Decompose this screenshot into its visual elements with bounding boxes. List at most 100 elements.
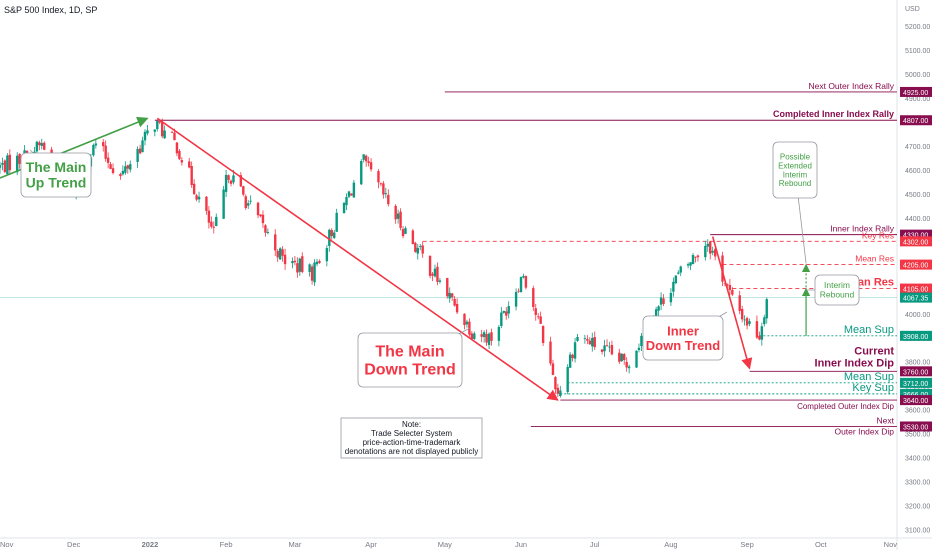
- candle: [551, 359, 555, 376]
- candle-body: [170, 132, 174, 134]
- candle: [207, 206, 211, 229]
- candle: [298, 257, 302, 276]
- candle-body: [141, 140, 144, 153]
- up-trend-callout: The Main Up Trend: [20, 149, 92, 198]
- candle: [586, 335, 589, 345]
- candle-body: [416, 247, 419, 254]
- candle: [399, 208, 402, 231]
- candle-body: [731, 290, 734, 295]
- down-trend-callout-box: [357, 332, 463, 388]
- candle-body: [379, 183, 383, 185]
- candle: [350, 193, 353, 196]
- candle: [576, 333, 579, 342]
- candle-body: [158, 121, 161, 123]
- x-tick-label: Feb: [220, 540, 233, 549]
- candle: [102, 138, 105, 152]
- price-axis: USD 3100.00 3200.00 3300.00 3400.00 3500.00 36…: [900, 6, 932, 535]
- candle-body: [556, 387, 560, 394]
- candle: [416, 243, 419, 260]
- candle: [743, 315, 746, 326]
- price-tag-bg: [900, 330, 932, 341]
- price-tag-label: 4807.00: [903, 118, 928, 125]
- candle-body: [726, 284, 729, 286]
- annotations: Current Inner Index Dip The Main Up Trend Th…: [20, 141, 894, 459]
- candle: [229, 179, 233, 187]
- candle: [396, 209, 400, 224]
- candle: [591, 332, 594, 352]
- candle: [497, 325, 501, 347]
- symbol-title: S&P 500 Index, 1D, SP: [4, 5, 97, 15]
- candle-body: [328, 229, 331, 246]
- candle: [709, 240, 712, 260]
- candle: [247, 200, 250, 209]
- candle-body: [605, 344, 609, 346]
- candle-body: [352, 182, 356, 198]
- candle: [537, 313, 540, 320]
- candle-body: [480, 334, 483, 337]
- candle: [379, 182, 383, 187]
- candle: [763, 314, 766, 327]
- candle: [411, 228, 415, 245]
- candle: [610, 340, 614, 356]
- candle-body: [195, 195, 198, 200]
- candle: [274, 229, 277, 256]
- candle-body: [16, 155, 19, 173]
- candle-body: [539, 316, 542, 324]
- candle: [387, 189, 390, 207]
- candle-body: [497, 326, 501, 341]
- price-tag: 4807.00: [900, 115, 932, 126]
- candle-body: [143, 131, 147, 141]
- candle-body: [399, 211, 402, 228]
- candle-body: [296, 263, 299, 273]
- interim-rebound-callout: Interim Rebound: [806, 274, 860, 306]
- candle-body: [674, 275, 678, 284]
- candle: [657, 305, 660, 317]
- candle: [765, 297, 768, 324]
- candle-body: [448, 292, 451, 299]
- candle-body: [1, 162, 4, 165]
- candle: [210, 216, 213, 229]
- candle-body: [507, 306, 510, 314]
- up-trend-callout-box: [20, 152, 92, 198]
- candle-body: [396, 213, 400, 219]
- candle: [360, 159, 363, 185]
- price-tag-bg: [900, 421, 932, 432]
- candle: [310, 264, 314, 285]
- candle-body: [620, 353, 623, 362]
- candle-body: [298, 258, 302, 272]
- candle: [197, 191, 201, 203]
- candle: [517, 288, 520, 293]
- candle: [618, 348, 621, 365]
- candle-body: [325, 248, 329, 262]
- candle: [679, 265, 682, 277]
- candle: [605, 339, 609, 347]
- candle-body: [679, 266, 682, 273]
- candle-body: [421, 245, 424, 254]
- candle-body: [640, 335, 643, 347]
- candle: [559, 385, 562, 398]
- y-tick-label: 3800.00: [905, 360, 930, 367]
- candle: [146, 125, 149, 136]
- candle: [438, 278, 442, 284]
- price-tag-bg: [900, 395, 932, 406]
- candle-body: [18, 153, 21, 164]
- price-tag-label: 4105.00: [903, 287, 928, 294]
- level-label: Key Res: [862, 230, 894, 240]
- candle-body: [591, 337, 594, 347]
- candle: [524, 275, 528, 290]
- candle-body: [333, 232, 336, 238]
- candle: [603, 339, 606, 357]
- candle: [109, 161, 112, 170]
- x-tick-label: Mar: [288, 540, 301, 549]
- candle: [384, 187, 388, 199]
- price-tag-bg: [900, 229, 932, 240]
- candle: [242, 185, 245, 197]
- candle: [674, 275, 678, 285]
- candle-body: [470, 333, 474, 339]
- candle: [227, 174, 230, 184]
- candle: [534, 303, 537, 321]
- candle-body: [38, 142, 41, 146]
- candle-body: [360, 161, 363, 185]
- candle-body: [522, 276, 525, 278]
